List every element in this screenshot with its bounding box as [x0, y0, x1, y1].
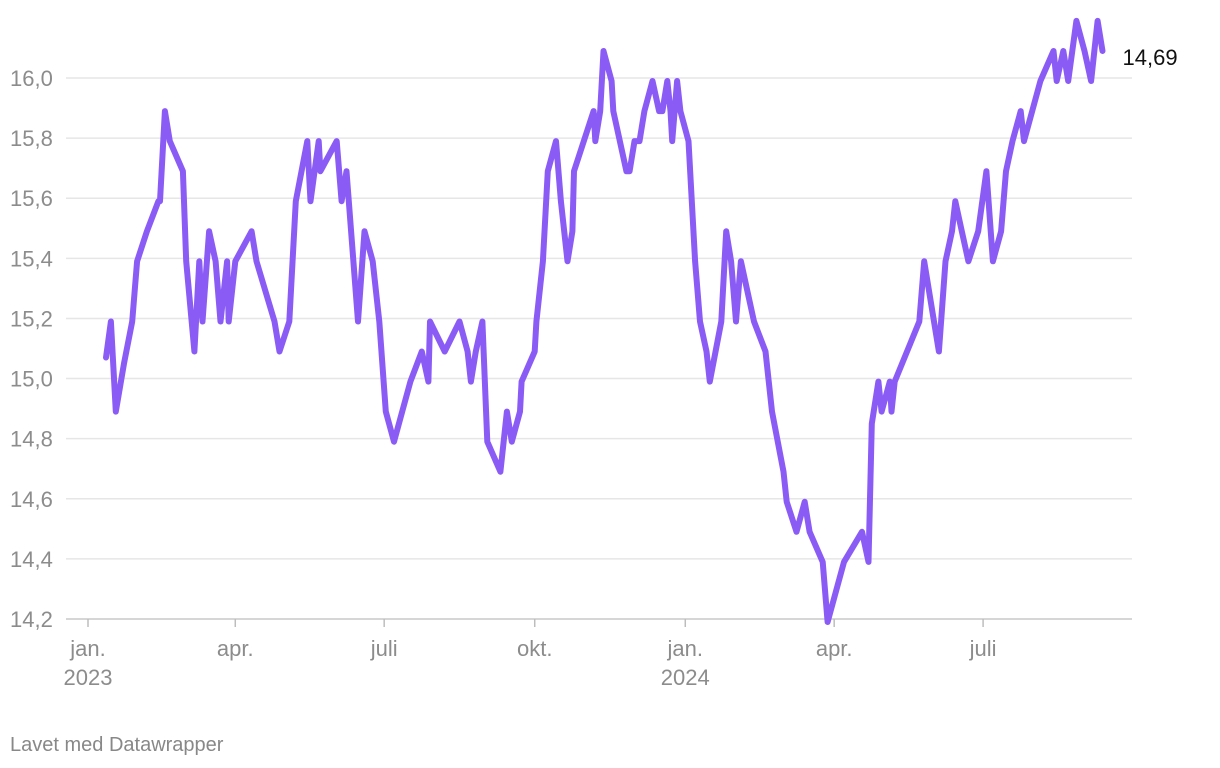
end-value-label: 14,69	[1123, 45, 1178, 70]
y-tick-label: 14,4	[10, 547, 53, 572]
y-tick-label: 15,4	[10, 246, 53, 271]
x-tick-year-label: 2024	[661, 665, 710, 690]
y-axis-ticks: 16,0 15,8 15,6 15,4 15,2 15,0 14,8 14,6 14,4 14,2	[10, 66, 53, 632]
y-tick-label: 15,8	[10, 126, 53, 151]
x-tick-label: apr.	[816, 636, 853, 661]
y-tick-label: 16,0	[10, 66, 53, 91]
x-tick-label: apr.	[217, 636, 254, 661]
x-tick-label: juli	[370, 636, 398, 661]
y-tick-label: 14,8	[10, 427, 53, 452]
end-labels: 14,69	[1123, 45, 1178, 70]
x-tick-label: jan.	[69, 636, 105, 661]
gridlines	[66, 77, 1132, 620]
x-tick-label: juli	[969, 636, 997, 661]
x-tick-label: jan.	[667, 636, 703, 661]
y-tick-label: 15,2	[10, 306, 53, 331]
x-tick-label: okt.	[517, 636, 552, 661]
y-tick-label: 14,6	[10, 487, 53, 512]
x-tick-year-label: 2023	[64, 665, 113, 690]
footer-credit: Lavet med Datawrapper	[10, 734, 224, 756]
y-tick-label: 15,6	[10, 186, 53, 211]
y-tick-label: 15,0	[10, 367, 53, 392]
y-tick-label: 14,2	[10, 607, 53, 632]
series-line	[103, 17, 1106, 625]
series-group	[103, 17, 1106, 625]
x-axis-ticks: jan. 2023 apr. juli okt. jan. 2024 apr. juli	[64, 619, 997, 690]
